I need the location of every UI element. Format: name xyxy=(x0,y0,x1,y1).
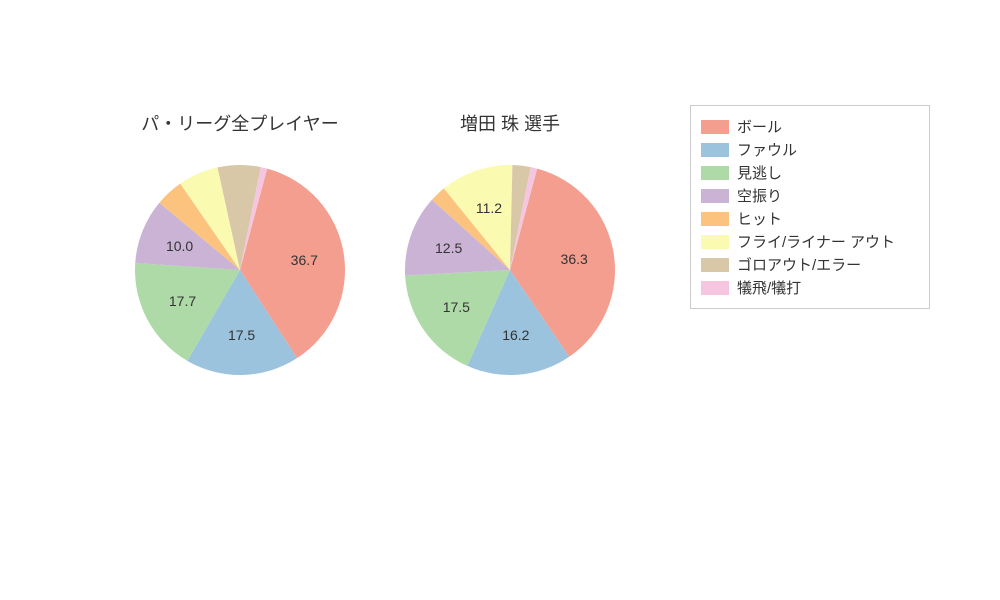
legend-item-swing: 空振り xyxy=(701,185,919,206)
legend-swatch-hit xyxy=(701,212,729,226)
legend-item-hit: ヒット xyxy=(701,208,919,229)
player-label-miss: 17.5 xyxy=(443,299,470,315)
legend-swatch-swing xyxy=(701,189,729,203)
league-title: パ・リーグ全プレイヤー xyxy=(130,110,350,136)
legend-label-foul: ファウル xyxy=(737,139,797,160)
legend-label-swing: 空振り xyxy=(737,185,782,206)
legend-swatch-ball xyxy=(701,120,729,134)
legend-label-hit: ヒット xyxy=(737,208,782,229)
legend-item-ball: ボール xyxy=(701,116,919,137)
legend-label-flyout: フライ/ライナー アウト xyxy=(737,231,895,252)
legend-item-foul: ファウル xyxy=(701,139,919,160)
player-label-ball: 36.3 xyxy=(561,251,588,267)
legend-label-groundout: ゴロアウト/エラー xyxy=(737,254,861,275)
league-label-ball: 36.7 xyxy=(291,252,318,268)
player-pie: 36.3 16.2 17.5 12.5 11.2 xyxy=(405,165,615,375)
legend-label-miss: 見逃し xyxy=(737,162,782,183)
player-title: 増田 珠 選手 xyxy=(400,110,620,136)
legend-item-miss: 見逃し xyxy=(701,162,919,183)
player-label-foul: 16.2 xyxy=(502,327,529,343)
legend-item-groundout: ゴロアウト/エラー xyxy=(701,254,919,275)
legend-swatch-miss xyxy=(701,166,729,180)
legend-swatch-flyout xyxy=(701,235,729,249)
chart-stage: パ・リーグ全プレイヤー 36.7 17.5 17.7 10.0 増田 珠 選手 36.3 16… xyxy=(0,0,1000,600)
legend-item-flyout: フライ/ライナー アウト xyxy=(701,231,919,252)
legend-label-sac: 犠飛/犠打 xyxy=(737,277,801,298)
player-label-flyout: 11.2 xyxy=(476,200,502,216)
legend-swatch-groundout xyxy=(701,258,729,272)
legend-label-ball: ボール xyxy=(737,116,782,137)
league-label-swing: 10.0 xyxy=(166,238,193,254)
legend-swatch-foul xyxy=(701,143,729,157)
league-label-foul: 17.5 xyxy=(228,327,255,343)
legend: ボールファウル見逃し空振りヒットフライ/ライナー アウトゴロアウト/エラー犠飛/… xyxy=(690,105,930,309)
league-label-miss: 17.7 xyxy=(169,293,196,309)
league-pie: 36.7 17.5 17.7 10.0 xyxy=(135,165,345,375)
legend-item-sac: 犠飛/犠打 xyxy=(701,277,919,298)
player-label-swing: 12.5 xyxy=(435,240,462,256)
legend-swatch-sac xyxy=(701,281,729,295)
